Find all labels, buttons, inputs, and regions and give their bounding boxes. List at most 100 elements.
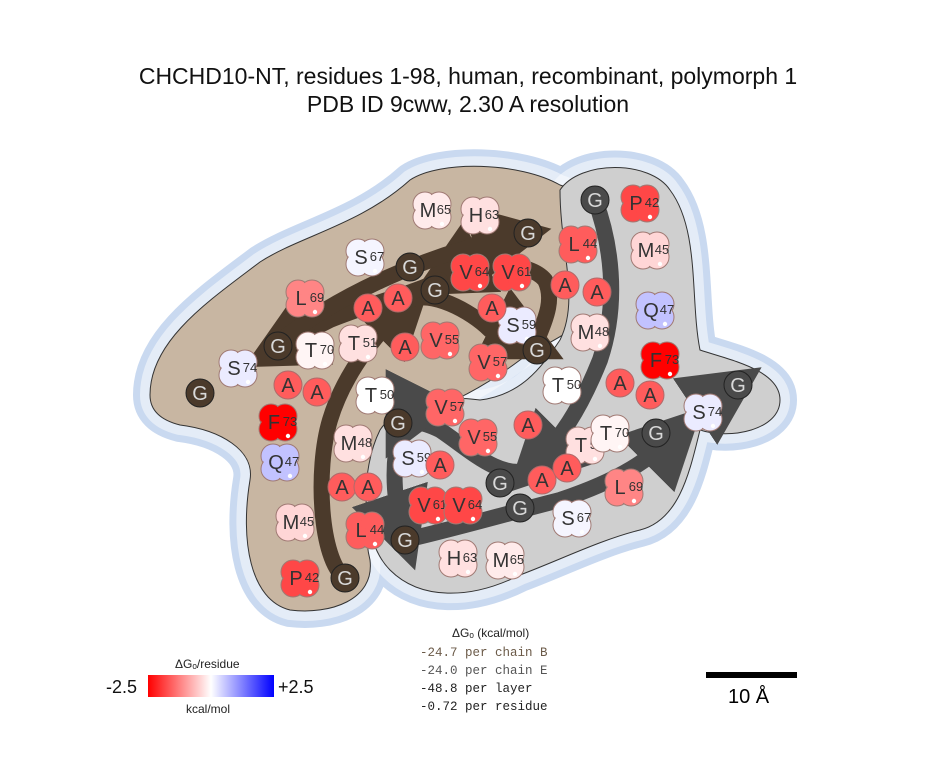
chain-b-residue-T51-letter: T xyxy=(348,333,360,355)
chain-b-residue-M48-number: 48 xyxy=(358,435,372,450)
chain-b-residue-P42-atom-fill xyxy=(296,574,318,596)
chain-e-residue-S59: S 59 xyxy=(392,439,432,478)
residue-a-1-letter: A xyxy=(391,288,405,310)
legend-max-label: +2.5 xyxy=(278,677,314,697)
chain-b-residue-V55-number: 55 xyxy=(445,332,459,347)
energy-per-residue: -0.72 per residue xyxy=(420,700,548,714)
residue-g-17-atom xyxy=(263,331,293,361)
chain-b-residue-S59: S 59 xyxy=(497,306,537,345)
residue-a-13: A xyxy=(513,410,543,440)
chain-b-residue-M65-atom-fill xyxy=(428,206,450,228)
chain-b-residue-S74-number: 74 xyxy=(243,360,257,375)
chain-b-residue-Q47-atom-fill xyxy=(276,458,298,480)
chain-b-residue-P42-letter: P xyxy=(289,568,302,590)
chain-b-residue-L69-atom-fill xyxy=(301,294,323,316)
chain-e-residue-L69-number: 69 xyxy=(629,479,643,494)
chain-b-residue-T50-letter: T xyxy=(365,385,377,407)
residue-g-28-letter: G xyxy=(390,413,406,435)
chain-b-residue-L44-atom-fill xyxy=(361,526,383,548)
legend-unit: kcal/mol xyxy=(186,702,231,716)
legend-min-label: -2.5 xyxy=(106,677,138,697)
chain-b-residue-L44-letter: L xyxy=(355,520,366,542)
chain-e-residue-M45-marker xyxy=(657,261,663,267)
chain-b-residue-V57-atom-fill xyxy=(484,358,506,380)
chain-e-residue-S67-atom-fill xyxy=(568,514,590,536)
chain-e-residue-S74-atom-fill xyxy=(699,408,721,430)
chain-e-residue-T51-letter: T xyxy=(575,435,587,457)
chain-b-residue-V64-number: 64 xyxy=(475,264,489,279)
chain-e-residue-V64-marker xyxy=(470,516,476,522)
energy-summary: ΔGₒ (kcal/mol) -24.7 per chain B -24.0 p… xyxy=(420,626,620,716)
chain-b-residue-V64-atom-fill xyxy=(466,268,488,290)
chain-b-residue-S67-number: 67 xyxy=(370,249,384,264)
residue-g-27: G xyxy=(505,493,535,523)
chain-e-residue-S67-number: 67 xyxy=(577,510,591,525)
chain-e-residue-Q47-atom-fill xyxy=(651,306,673,328)
chain-e-residue-M65: M 65 xyxy=(485,541,525,580)
chain-b-residue-V64-letter: V xyxy=(459,262,473,284)
residue-a-2-letter: A xyxy=(398,337,412,359)
chain-b-residue-S74-atom-fill xyxy=(234,364,256,386)
chain-b-residue-Q47: Q 47 xyxy=(260,443,300,482)
chain-e-residue-V61-marker xyxy=(435,516,441,522)
residue-layer: P 42L 44M 45Q 47M 48T 50T 51 V 55V 57S 59V 61H 63V 64M… xyxy=(185,184,753,598)
chain-e-residue-T51-marker xyxy=(592,456,598,462)
chain-b-residue-V64: V 64 xyxy=(450,253,490,292)
chain-e-residue-V64-atom-fill xyxy=(459,501,481,523)
chain-b-residue-P42-number: 42 xyxy=(305,570,319,585)
chain-e-residue-T70-marker xyxy=(617,444,623,450)
chain-e-residue-L44-letter: L xyxy=(568,234,579,256)
residue-g-28: G xyxy=(383,408,413,438)
chain-b-residue-T50: T 50 xyxy=(355,376,395,415)
chain-e-residue-V57-number: 57 xyxy=(450,399,464,414)
chain-e-residue-V61-letter: V xyxy=(417,495,431,517)
residue-g-28-atom xyxy=(383,408,413,438)
residue-g-23: G xyxy=(580,185,610,215)
chain-e-residue-L44-marker xyxy=(585,255,591,261)
residue-g-20-letter: G xyxy=(520,223,536,245)
residue-a-8-atom xyxy=(550,270,580,300)
chain-e-residue-H63-marker xyxy=(465,569,471,575)
chain-e-residue-M48-atom-fill xyxy=(586,328,608,350)
chain-b-residue-F73-letter: F xyxy=(268,412,280,434)
chain-b-residue-V55-marker xyxy=(447,351,453,357)
chain-b-residue-S67-letter: S xyxy=(354,247,367,269)
chain-b-residue-T51-atom-fill xyxy=(354,339,376,361)
chain-b-residue-T70: T 70 xyxy=(295,331,335,370)
residue-g-29: G xyxy=(390,525,420,555)
chain-b-residue-L44-marker xyxy=(372,541,378,547)
residue-a-7: A xyxy=(353,472,383,502)
chain-e-residue-S59-letter: S xyxy=(401,448,414,470)
chain-e-residue-T50-letter: T xyxy=(552,375,564,397)
scale-bar-line xyxy=(706,672,797,678)
chain-b-residue-P42: P 42 xyxy=(280,559,320,598)
residue-a-9: A xyxy=(582,277,612,307)
chain-b-residue-V57-number: 57 xyxy=(493,354,507,369)
residue-g-27-atom xyxy=(505,493,535,523)
chain-b-residue-H63: H 63 xyxy=(460,196,500,235)
chain-b-residue-M48-marker xyxy=(360,454,366,460)
chain-e-residue-V64-letter: V xyxy=(452,495,466,517)
chain-b-residue-T70-atom-fill xyxy=(311,346,333,368)
chain-b-residue-S67: S 67 xyxy=(345,238,385,277)
chain-e-residue-P42: P 42 xyxy=(620,184,660,223)
residue-g-24-atom xyxy=(723,370,753,400)
residue-a-9-letter: A xyxy=(590,282,604,304)
chain-b-residue-F73-number: 73 xyxy=(283,414,297,429)
residue-a-7-letter: A xyxy=(361,477,375,499)
chain-e-residue-M65-marker xyxy=(512,571,518,577)
chain-e-residue-S67-marker xyxy=(579,529,585,535)
chain-b-residue-V55-letter: V xyxy=(429,330,443,352)
chain-e-residue-V64: V 64 xyxy=(443,486,483,525)
chain-b-residue-M65-letter: M xyxy=(420,200,437,222)
chain-b-residue-M45-marker xyxy=(302,533,308,539)
residue-a-0-letter: A xyxy=(361,298,375,320)
chain-e-residue-F73-marker xyxy=(667,371,673,377)
chain-b-residue-H63-marker xyxy=(487,226,493,232)
chain-b-residue-T70-marker xyxy=(322,361,328,367)
chain-b-residue-L69-marker xyxy=(312,309,318,315)
residue-a-14-atom xyxy=(527,465,557,495)
residue-a-6-letter: A xyxy=(335,477,349,499)
chain-e-residue-Q47-number: 47 xyxy=(660,302,674,317)
chain-b-residue-V64-marker xyxy=(477,283,483,289)
